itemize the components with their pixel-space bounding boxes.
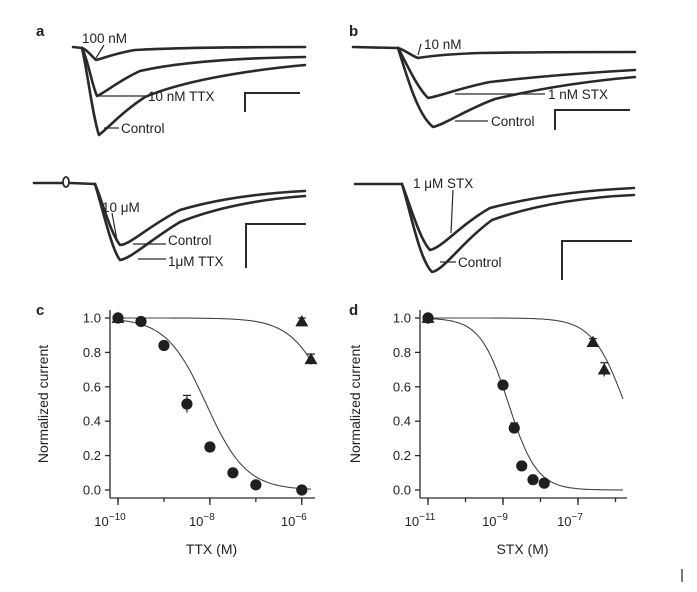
data-point-circle — [227, 467, 239, 479]
label-a-10nM-ttx: 10 nM TTX — [148, 89, 215, 104]
x-axis-label: TTX (M) — [186, 541, 237, 557]
data-point-circle — [250, 479, 262, 491]
x-tick-label: 10−6 — [281, 512, 307, 529]
data-point-circle — [508, 422, 520, 434]
panel-b: b 10 nM 1 nM STX Control 1 μM STX Contro… — [349, 23, 637, 280]
y-tick-label: 1.0 — [393, 311, 411, 326]
x-tick-label: 10−9 — [482, 512, 508, 529]
label-a-control: Control — [121, 121, 165, 136]
y-tick-label: 1.0 — [83, 311, 101, 326]
data-point-circle — [538, 477, 550, 489]
x-axis-label: STX (M) — [496, 541, 548, 557]
y-tick-label: 0.6 — [393, 379, 411, 394]
label-b-1uM-stx: 1 μM STX — [413, 176, 473, 191]
label-a-10uM: 10 μM — [102, 200, 140, 215]
leader-a-10uM — [111, 212, 118, 241]
trace-b-control — [396, 46, 637, 129]
x-tick-exponent: −6 — [295, 512, 307, 523]
trace-b-10nM — [351, 45, 637, 60]
data-point-triangle — [421, 311, 435, 323]
fit-curve-circles — [117, 319, 312, 490]
data-point-circle — [181, 398, 193, 410]
trace-b-1uM-stx — [400, 182, 636, 252]
data-point-triangle — [586, 335, 600, 347]
trace-a-control — [80, 46, 307, 137]
label-b-control-bottom: Control — [458, 255, 502, 270]
y-axis-label: Normalized current — [35, 345, 51, 463]
y-tick-label: 0.4 — [83, 414, 101, 429]
y-tick-label: 0.4 — [393, 414, 411, 429]
data-point-circle — [296, 484, 308, 496]
data-point-circle — [158, 339, 170, 352]
label-a-1uM-ttx: 1μM TTX — [168, 254, 224, 269]
scale-bar-b-top — [554, 109, 630, 130]
trace-a-10nM-ttx — [80, 46, 307, 98]
fit-curve-triangles — [118, 317, 312, 362]
data-point-triangle — [295, 314, 309, 327]
x-tick-exponent: −8 — [203, 512, 215, 523]
x-tick-label: 10−7 — [557, 512, 583, 529]
x-tick-label: 10−8 — [189, 512, 215, 529]
trace-a-control-bottom — [93, 182, 307, 262]
data-point-circle — [497, 379, 509, 391]
leader-b-1uM — [450, 189, 454, 234]
panel-label-c: c — [36, 302, 44, 319]
chart-d-stx-dose-response: 0.0 0.2 0.4 0.6 0.8 1.0 10−11 10−9 10−7 STX (M) No… — [347, 310, 627, 557]
data-point-triangle — [111, 311, 125, 323]
fit-curve-triangles — [428, 317, 624, 400]
data-point-triangle — [597, 363, 611, 375]
panel-a: a 100 nM 10 nM TTX Control 10 μM Control… — [32, 23, 307, 269]
y-tick-label: 0.0 — [83, 483, 101, 498]
scale-bar-a-bottom — [245, 223, 306, 268]
trace-a-10uM-ttx — [93, 182, 307, 247]
x-tick-exponent: −9 — [497, 512, 509, 523]
scale-bar-b-bottom — [561, 240, 632, 280]
label-a-100nM: 100 nM — [82, 31, 127, 46]
y-tick-label: 0.8 — [393, 345, 411, 360]
y-tick-label: 0.2 — [83, 448, 101, 463]
label-b-10nM: 10 nM — [424, 37, 462, 52]
y-axis-label: Normalized current — [347, 345, 363, 463]
panel-label-a: a — [36, 23, 45, 40]
x-tick-exponent: −11 — [419, 512, 436, 523]
trace-b-1nM-stx — [396, 46, 637, 100]
y-tick-label: 0.0 — [393, 483, 411, 498]
label-b-control: Control — [491, 114, 535, 129]
trace-b-control-bottom — [400, 182, 636, 274]
chart-c-ttx-dose-response: 0.0 0.2 0.4 0.6 0.8 1.0 10−10 10−8 10−6 TTX (M) No… — [35, 310, 318, 557]
y-tick-label: 0.6 — [83, 379, 101, 394]
stim-artifact-a — [62, 176, 70, 188]
y-tick-label: 0.8 — [83, 345, 101, 360]
leader-a-100nM — [95, 44, 105, 59]
scale-bar-a-top — [244, 92, 300, 112]
trace-a-bottom-baseline — [32, 181, 97, 186]
label-b-1nM-stx: 1 nM STX — [548, 87, 608, 102]
x-tick-exponent: −10 — [109, 512, 126, 523]
fit-curve-circles — [428, 318, 623, 491]
x-tick-exponent: −7 — [572, 512, 584, 523]
data-point-circle — [527, 474, 539, 486]
leader-b-10nM — [417, 43, 422, 56]
panel-label-b: b — [349, 23, 358, 40]
data-point-circle — [204, 441, 216, 453]
data-point-circle — [516, 460, 528, 472]
data-point-triangle — [304, 352, 318, 365]
y-tick-label: 0.2 — [393, 448, 411, 463]
x-tick-label: 10−10 — [94, 512, 126, 529]
data-point-circle — [135, 315, 147, 328]
x-tick-label: 10−11 — [405, 512, 436, 529]
panel-label-d: d — [349, 302, 358, 319]
label-a-control-bottom: Control — [168, 233, 212, 248]
trace-a-100nM — [71, 45, 307, 62]
